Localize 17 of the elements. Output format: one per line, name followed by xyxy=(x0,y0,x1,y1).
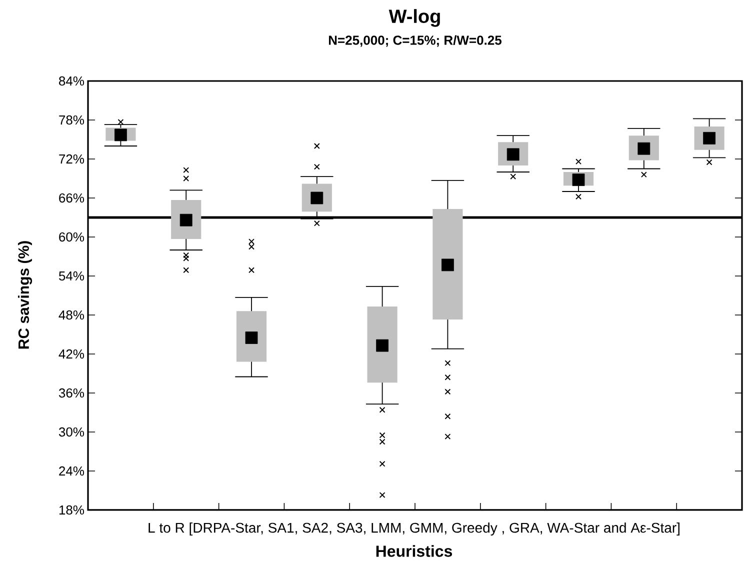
y-tick-label: 84% xyxy=(59,76,84,86)
y-tick-label: 36% xyxy=(58,388,84,398)
y-tick-label: 30% xyxy=(58,427,84,437)
y-tick-label: 42% xyxy=(58,349,84,359)
y-tick-label: 18% xyxy=(59,505,84,515)
y-tick-label: 72% xyxy=(59,154,84,164)
y-tick-label: 24% xyxy=(59,466,84,476)
y-tick-label: 54% xyxy=(58,271,84,281)
y-tick-label: 48% xyxy=(58,310,84,320)
text: L to R [DRPA-Star, SA1, SA2, SA3, LMM, GMM, Greedy , GRA, WA-Star and Aε-Star] xyxy=(148,522,680,536)
y-axis-title: RC savings (%) xyxy=(18,241,32,349)
x-axis-title: Heuristics xyxy=(376,545,452,557)
chart-subtitle: N=25,000; C=15%; R/W=0.25 xyxy=(328,35,502,47)
y-tick-label: 66% xyxy=(59,193,84,203)
y-tick-label: 78% xyxy=(59,115,84,125)
y-tick-label: 60% xyxy=(59,232,84,242)
chart-title: W-log xyxy=(388,9,440,27)
